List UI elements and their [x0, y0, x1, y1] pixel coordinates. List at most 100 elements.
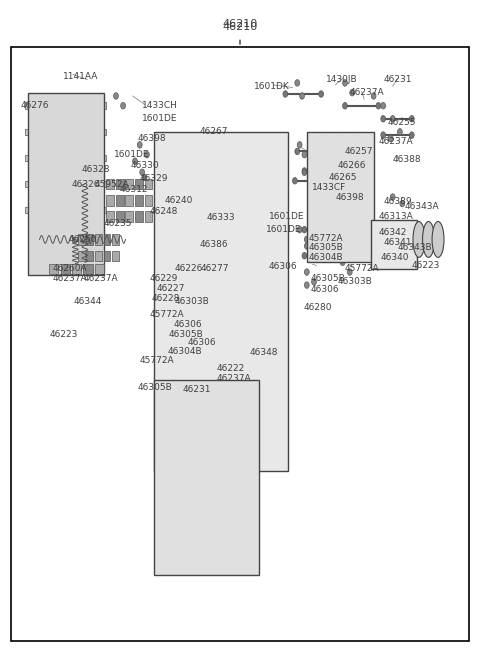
- Circle shape: [304, 269, 309, 275]
- Bar: [49, 263, 58, 274]
- Text: 46227: 46227: [156, 284, 185, 293]
- Text: 46306: 46306: [173, 320, 202, 329]
- Bar: [95, 251, 102, 261]
- Bar: [102, 102, 107, 109]
- Circle shape: [271, 215, 276, 223]
- Circle shape: [204, 147, 209, 155]
- Circle shape: [137, 141, 142, 148]
- Circle shape: [32, 152, 36, 159]
- Text: 46306: 46306: [311, 285, 339, 294]
- Circle shape: [32, 216, 36, 223]
- Text: 46303B: 46303B: [338, 277, 372, 286]
- Circle shape: [304, 236, 309, 243]
- Bar: [25, 102, 30, 109]
- Text: 46231: 46231: [183, 385, 211, 394]
- Circle shape: [304, 282, 309, 288]
- Bar: [107, 195, 114, 206]
- Text: 46303B: 46303B: [174, 297, 209, 306]
- Bar: [86, 251, 93, 261]
- Circle shape: [271, 193, 276, 200]
- Text: 46229: 46229: [149, 274, 178, 283]
- Text: 46257: 46257: [345, 147, 373, 156]
- Circle shape: [271, 350, 276, 358]
- Circle shape: [409, 115, 414, 122]
- Bar: [72, 263, 81, 274]
- Circle shape: [302, 169, 307, 176]
- Bar: [78, 251, 84, 261]
- Circle shape: [271, 373, 276, 381]
- Text: 1601DE: 1601DE: [114, 150, 149, 159]
- Text: 46344: 46344: [74, 297, 102, 306]
- Circle shape: [388, 135, 393, 141]
- Bar: [107, 212, 114, 222]
- Circle shape: [271, 147, 276, 155]
- Circle shape: [204, 441, 209, 449]
- Text: 45952A: 45952A: [95, 179, 129, 189]
- Circle shape: [237, 215, 243, 223]
- Circle shape: [204, 328, 209, 336]
- Circle shape: [53, 238, 60, 248]
- Circle shape: [204, 170, 209, 178]
- Bar: [116, 212, 123, 222]
- Circle shape: [32, 238, 36, 244]
- Circle shape: [237, 238, 243, 246]
- Circle shape: [32, 259, 36, 265]
- Circle shape: [237, 373, 243, 381]
- Text: 46328: 46328: [82, 165, 110, 174]
- Circle shape: [237, 419, 243, 426]
- Text: 46341: 46341: [383, 238, 412, 247]
- Text: 46333: 46333: [206, 214, 235, 223]
- Circle shape: [292, 178, 297, 184]
- Circle shape: [309, 178, 314, 184]
- Bar: [144, 195, 152, 206]
- Circle shape: [175, 193, 181, 200]
- Circle shape: [271, 419, 276, 426]
- Text: 46210: 46210: [222, 19, 258, 29]
- Text: 46231: 46231: [383, 75, 412, 84]
- Text: 46330: 46330: [130, 161, 159, 170]
- Circle shape: [204, 419, 209, 426]
- Text: 1601DE: 1601DE: [266, 225, 302, 234]
- Circle shape: [237, 396, 243, 403]
- Circle shape: [95, 130, 99, 137]
- Text: 46265: 46265: [328, 173, 357, 182]
- Text: 46250: 46250: [68, 235, 96, 244]
- Circle shape: [175, 215, 181, 223]
- Circle shape: [175, 328, 181, 336]
- Bar: [102, 181, 107, 187]
- Text: 46313A: 46313A: [378, 212, 413, 221]
- Circle shape: [32, 195, 36, 201]
- Text: 46223: 46223: [49, 329, 77, 339]
- Circle shape: [63, 216, 68, 223]
- Circle shape: [376, 102, 381, 109]
- Circle shape: [79, 109, 84, 115]
- Circle shape: [283, 91, 288, 97]
- Text: 46305B: 46305B: [168, 329, 203, 339]
- Circle shape: [47, 174, 52, 180]
- Text: 45772A: 45772A: [140, 356, 174, 365]
- Circle shape: [175, 305, 181, 313]
- Text: 1601DE: 1601DE: [269, 212, 304, 221]
- Text: 46237A: 46237A: [378, 137, 413, 146]
- Circle shape: [237, 350, 243, 358]
- Circle shape: [204, 350, 209, 358]
- Circle shape: [204, 373, 209, 381]
- Circle shape: [297, 141, 302, 148]
- Bar: [135, 195, 143, 206]
- Text: 46240: 46240: [165, 196, 193, 205]
- Text: 46398: 46398: [137, 134, 166, 143]
- Bar: [78, 234, 84, 245]
- Text: 46305B: 46305B: [137, 383, 172, 392]
- Circle shape: [53, 212, 60, 221]
- Bar: [125, 212, 133, 222]
- Circle shape: [271, 328, 276, 336]
- Circle shape: [295, 148, 300, 155]
- Text: 46343B: 46343B: [397, 244, 432, 252]
- Text: 46329: 46329: [140, 174, 168, 183]
- Bar: [102, 155, 107, 161]
- Circle shape: [300, 93, 304, 99]
- Circle shape: [204, 238, 209, 246]
- Circle shape: [114, 93, 118, 99]
- Circle shape: [381, 102, 385, 109]
- Bar: [102, 128, 107, 135]
